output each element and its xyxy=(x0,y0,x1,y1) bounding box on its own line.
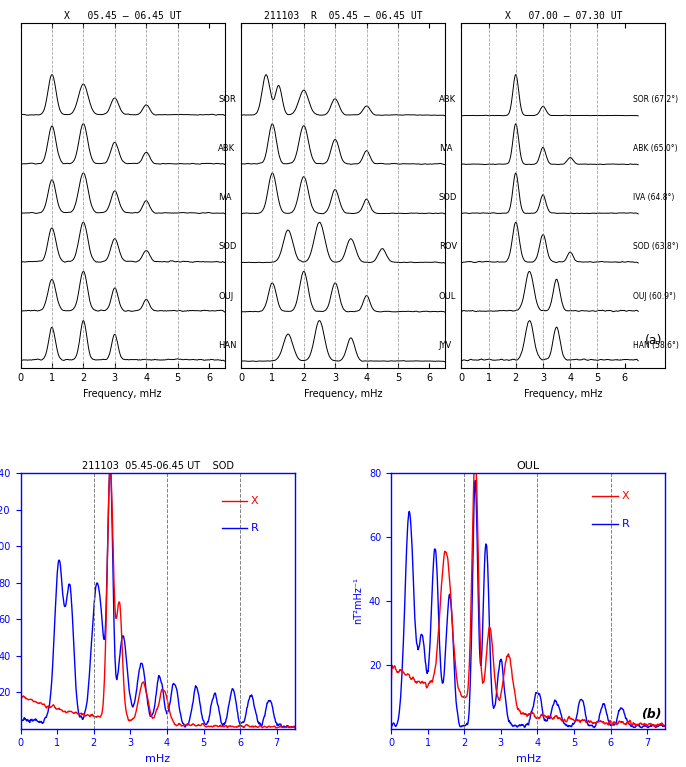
Text: ABK: ABK xyxy=(439,95,456,104)
Text: R: R xyxy=(251,523,259,533)
Text: SOR: SOR xyxy=(218,95,236,104)
Text: OUJ: OUJ xyxy=(218,291,234,301)
Text: (b): (b) xyxy=(641,708,662,721)
Title: X   07.00 – 07.30 UT: X 07.00 – 07.30 UT xyxy=(505,11,622,21)
Title: OUL: OUL xyxy=(517,461,540,471)
Text: SOR (67.2°): SOR (67.2°) xyxy=(632,95,678,104)
Text: OUL: OUL xyxy=(439,291,456,301)
Text: JYV: JYV xyxy=(439,341,452,350)
Text: IVA (64.8°): IVA (64.8°) xyxy=(632,193,674,202)
Text: (a): (a) xyxy=(644,334,662,347)
Text: HAN: HAN xyxy=(218,341,237,350)
X-axis label: mHz: mHz xyxy=(516,754,541,764)
Text: IVA: IVA xyxy=(218,193,232,202)
Text: HAN (58.6°): HAN (58.6°) xyxy=(632,341,678,350)
X-axis label: Frequency, mHz: Frequency, mHz xyxy=(304,389,382,399)
Title: 211103  R  05.45 – 06.45 UT: 211103 R 05.45 – 06.45 UT xyxy=(263,11,423,21)
Text: ABK: ABK xyxy=(218,144,235,153)
X-axis label: Frequency, mHz: Frequency, mHz xyxy=(524,389,602,399)
Title: 211103  05.45-06.45 UT    SOD: 211103 05.45-06.45 UT SOD xyxy=(82,461,234,471)
Text: R: R xyxy=(622,519,629,529)
Text: ROV: ROV xyxy=(439,242,457,252)
Y-axis label: nT²mHz⁻¹: nT²mHz⁻¹ xyxy=(353,578,364,624)
Text: IVA: IVA xyxy=(439,144,452,153)
X-axis label: mHz: mHz xyxy=(145,754,170,764)
Text: OUJ (60.9°): OUJ (60.9°) xyxy=(632,291,676,301)
Text: SOD: SOD xyxy=(218,242,237,252)
Text: SOD (63.8°): SOD (63.8°) xyxy=(632,242,678,252)
X-axis label: Frequency, mHz: Frequency, mHz xyxy=(84,389,162,399)
Text: ABK (65.0°): ABK (65.0°) xyxy=(632,144,677,153)
Text: X: X xyxy=(622,491,629,501)
Title: X   05.45 – 06.45 UT: X 05.45 – 06.45 UT xyxy=(64,11,181,21)
Text: X: X xyxy=(251,495,259,505)
Text: SOD: SOD xyxy=(439,193,457,202)
